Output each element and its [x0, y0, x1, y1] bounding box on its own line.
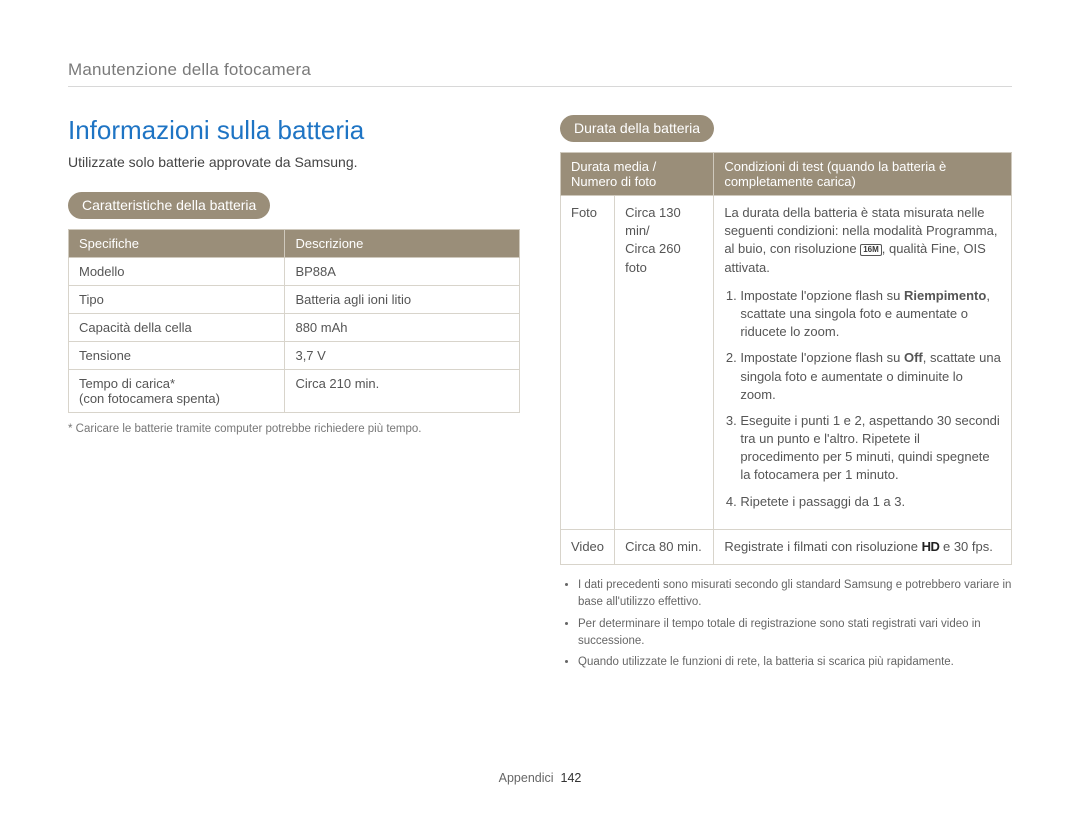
life-pill: Durata della batteria [560, 115, 714, 142]
life-header-1: Condizioni di test (quando la batteria è… [714, 153, 1012, 196]
spec-cell: 880 mAh [285, 314, 520, 342]
list-item: Quando utilizzate le funzioni di rete, l… [578, 654, 1012, 671]
left-column: Informazioni sulla batteria Utilizzate s… [68, 115, 520, 675]
spec-table: Specifiche Descrizione ModelloBP88ATipoB… [68, 229, 520, 413]
table-row: Tensione3,7 V [69, 342, 520, 370]
list-item: Eseguite i punti 1 e 2, aspettando 30 se… [740, 412, 1001, 485]
duration-cell: Circa 80 min. [615, 529, 714, 564]
notes-list: I dati precedenti sono misurati secondo … [560, 577, 1012, 671]
steps-list: Impostate l'opzione flash su Riempimento… [724, 287, 1001, 511]
list-item: Per determinare il tempo totale di regis… [578, 616, 1012, 651]
table-row: Video Circa 80 min. Registrate i filmati… [561, 529, 1012, 564]
spec-cell: Batteria agli ioni litio [285, 286, 520, 314]
spec-cell: Tempo di carica*(con fotocamera spenta) [69, 370, 285, 413]
table-row: Foto Circa 130 min/Circa 260 foto La dur… [561, 196, 1012, 530]
spec-cell: Tensione [69, 342, 285, 370]
table-row: ModelloBP88A [69, 258, 520, 286]
spec-header-0: Specifiche [69, 230, 285, 258]
spec-cell: BP88A [285, 258, 520, 286]
mode-cell: Video [561, 529, 615, 564]
right-column: Durata della batteria Durata media /Nume… [560, 115, 1012, 675]
intro-text: Utilizzate solo batterie approvate da Sa… [68, 154, 520, 170]
duration-cell: Circa 130 min/Circa 260 foto [615, 196, 714, 530]
table-row: Tempo di carica*(con fotocamera spenta)C… [69, 370, 520, 413]
hd-icon: HD [922, 538, 940, 556]
spec-pill: Caratteristiche della batteria [68, 192, 270, 219]
life-table: Durata media /Numero di foto Condizioni … [560, 152, 1012, 565]
breadcrumb: Manutenzione della fotocamera [68, 60, 1012, 80]
page-number: 142 [561, 771, 582, 785]
cond-intro: La durata della batteria è stata misurat… [724, 204, 1001, 277]
table-row: Capacità della cella880 mAh [69, 314, 520, 342]
mode-cell: Foto [561, 196, 615, 530]
spec-cell: 3,7 V [285, 342, 520, 370]
spec-cell: Modello [69, 258, 285, 286]
content-columns: Informazioni sulla batteria Utilizzate s… [68, 115, 1012, 675]
conditions-cell: Registrate i filmati con risoluzione HD … [714, 529, 1012, 564]
resolution-icon: 16M [860, 244, 882, 256]
list-item: Ripetete i passaggi da 1 a 3. [740, 493, 1001, 511]
divider [68, 86, 1012, 87]
table-row: TipoBatteria agli ioni litio [69, 286, 520, 314]
spec-cell: Capacità della cella [69, 314, 285, 342]
section-title: Informazioni sulla batteria [68, 115, 520, 146]
conditions-cell: La durata della batteria è stata misurat… [714, 196, 1012, 530]
list-item: Impostate l'opzione flash su Off, scatta… [740, 349, 1001, 404]
spec-header-1: Descrizione [285, 230, 520, 258]
list-item: Impostate l'opzione flash su Riempimento… [740, 287, 1001, 342]
spec-footnote: * Caricare le batterie tramite computer … [68, 423, 520, 435]
footer-label: Appendici [499, 771, 554, 785]
list-item: I dati precedenti sono misurati secondo … [578, 577, 1012, 612]
life-header-0: Durata media /Numero di foto [561, 153, 714, 196]
spec-cell: Tipo [69, 286, 285, 314]
spec-cell: Circa 210 min. [285, 370, 520, 413]
page-footer: Appendici 142 [0, 771, 1080, 785]
